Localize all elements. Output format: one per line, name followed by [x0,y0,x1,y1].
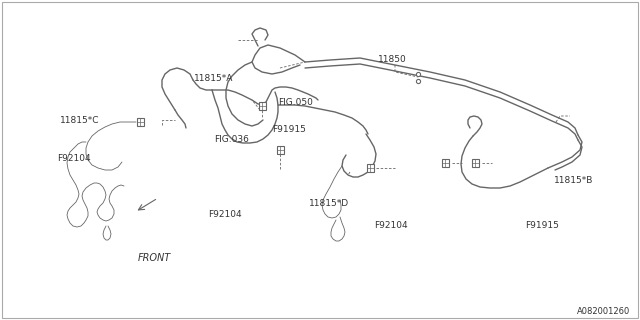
Text: F92104: F92104 [374,221,408,230]
Text: A082001260: A082001260 [577,308,630,316]
Text: F91915: F91915 [272,125,306,134]
Text: 11815*B: 11815*B [554,176,593,185]
Text: 11815*C: 11815*C [60,116,99,124]
Text: FIG.036: FIG.036 [214,135,249,144]
Text: F91915: F91915 [525,221,559,230]
Text: 11815*A: 11815*A [194,74,234,83]
Text: 11850: 11850 [378,55,406,64]
Text: F92104: F92104 [58,154,92,163]
Bar [442,159,449,167]
Text: F92104: F92104 [208,210,242,219]
Bar [136,118,143,126]
Text: 11815*D: 11815*D [308,199,349,208]
Bar [367,164,374,172]
Text: FRONT: FRONT [138,252,171,263]
Text: FIG.050: FIG.050 [278,98,313,107]
Bar [259,102,266,110]
Bar [276,146,284,154]
Bar [472,159,479,167]
